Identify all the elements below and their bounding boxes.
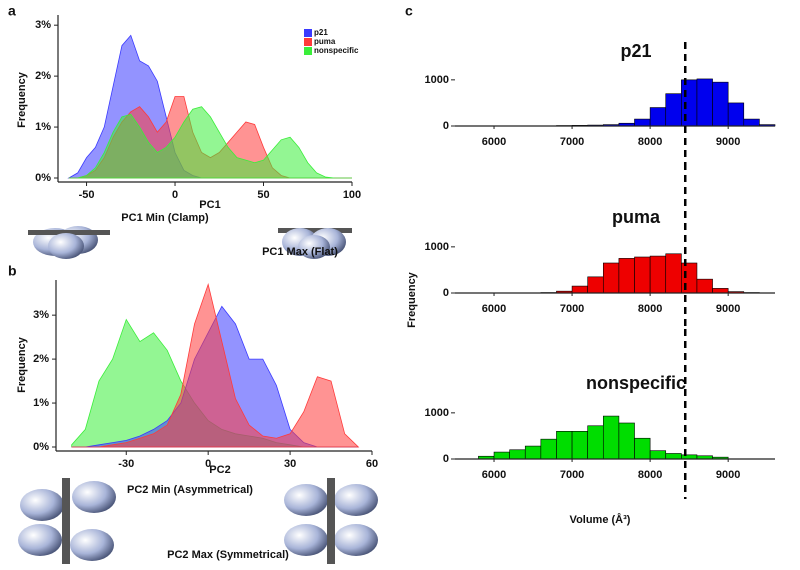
y-tick-label: 3% (35, 19, 51, 31)
histogram-bar (618, 258, 635, 294)
y-tick-label: 1000 (425, 74, 449, 86)
histogram-bar (681, 79, 698, 127)
histogram-title: puma (612, 207, 661, 227)
histogram-bar (571, 285, 588, 294)
x-tick-label: 6000 (482, 469, 506, 481)
x-tick-label: 7000 (560, 303, 584, 315)
x-tick-label: 7000 (560, 136, 584, 148)
x-tick-label: -30 (118, 458, 134, 470)
legend-label: p21 (314, 28, 328, 37)
histogram-bar (634, 437, 651, 460)
histogram-bar (712, 288, 729, 294)
histogram-bar (665, 253, 682, 294)
histogram-bar (696, 278, 713, 294)
histogram-bar (587, 276, 604, 294)
histogram-bar (618, 422, 635, 460)
histogram-bar (681, 454, 698, 460)
histogram-bar (649, 450, 667, 460)
x-tick-label: 7000 (560, 469, 584, 481)
legend-swatch (304, 47, 312, 55)
y-tick-label: 0 (443, 287, 449, 299)
x-tick-label: 8000 (638, 303, 662, 315)
histogram-bar (509, 449, 526, 460)
histogram-bar (602, 415, 620, 460)
legend-label: puma (314, 37, 336, 46)
annotation: PC2 Max (Symmetrical) (167, 549, 289, 561)
y-tick-label: 0 (443, 453, 449, 465)
histogram-bar (649, 255, 667, 294)
histogram-title: p21 (620, 41, 651, 61)
density-area (68, 106, 352, 179)
x-tick-label: 30 (284, 458, 296, 470)
histogram-title: nonspecific (586, 373, 686, 393)
histogram-bar (712, 81, 729, 127)
histogram-bar (727, 102, 745, 127)
histogram-bar (587, 425, 604, 460)
x-tick-label: 50 (257, 189, 269, 201)
x-axis-label: PC1 (199, 199, 220, 211)
annotation: PC1 Max (Flat) (262, 246, 338, 258)
panel-letter: b (8, 263, 17, 279)
y-tick-label: 0% (33, 441, 49, 453)
y-tick-label: 1000 (425, 241, 449, 253)
y-tick-label: 0 (443, 120, 449, 132)
x-tick-label: 8000 (638, 136, 662, 148)
legend-label: nonspecific (314, 46, 359, 55)
flat-icon (278, 228, 352, 259)
histogram-bar (634, 256, 651, 294)
histogram-bar (524, 445, 542, 460)
clamp-icon (28, 226, 110, 259)
histogram-bar (743, 118, 760, 127)
y-tick-label: 3% (33, 309, 49, 321)
x-axis-label: Volume (Å³) (570, 513, 631, 526)
y-tick-label: 1000 (425, 407, 449, 419)
symmetric-icon (284, 478, 378, 564)
histogram-bar (556, 431, 573, 460)
annotation: PC2 Min (Asymmetrical) (127, 484, 253, 496)
panel-letter: a (8, 3, 16, 19)
asymmetric-icon (18, 478, 116, 564)
histogram-bar (665, 93, 682, 127)
x-tick-label: 100 (343, 189, 361, 201)
annotation: PC1 Min (Clamp) (121, 212, 209, 224)
x-tick-label: -50 (79, 189, 95, 201)
legend-swatch (304, 38, 312, 46)
x-tick-label: 60 (366, 458, 378, 470)
histogram-bar (540, 438, 557, 460)
y-tick-label: 2% (35, 70, 51, 82)
y-axis-label: Frequency (406, 271, 418, 328)
histogram-bar (602, 262, 620, 294)
histogram-bar (571, 431, 588, 460)
histogram-bar (665, 453, 682, 460)
x-axis-label: PC2 (209, 464, 230, 476)
histogram-bar (493, 451, 510, 460)
x-tick-label: 9000 (716, 303, 740, 315)
x-tick-label: 0 (205, 458, 211, 470)
legend-swatch (304, 29, 312, 37)
x-tick-label: 8000 (638, 469, 662, 481)
y-tick-label: 0% (35, 172, 51, 184)
histogram-bar (649, 107, 667, 127)
histogram-bar (696, 78, 713, 127)
panel-letter: c (405, 3, 413, 19)
x-tick-label: 6000 (482, 303, 506, 315)
y-tick-label: 1% (33, 397, 49, 409)
y-tick-label: 2% (33, 353, 49, 365)
y-axis-label: Frequency (16, 336, 28, 393)
x-tick-label: 6000 (482, 136, 506, 148)
histogram-bar (634, 118, 651, 127)
density-area (71, 282, 360, 448)
y-axis-label: Frequency (16, 71, 28, 128)
y-tick-label: 1% (35, 121, 51, 133)
x-tick-label: 0 (172, 189, 178, 201)
x-tick-label: 9000 (716, 469, 740, 481)
x-tick-label: 9000 (716, 136, 740, 148)
histogram-bar (681, 262, 698, 294)
